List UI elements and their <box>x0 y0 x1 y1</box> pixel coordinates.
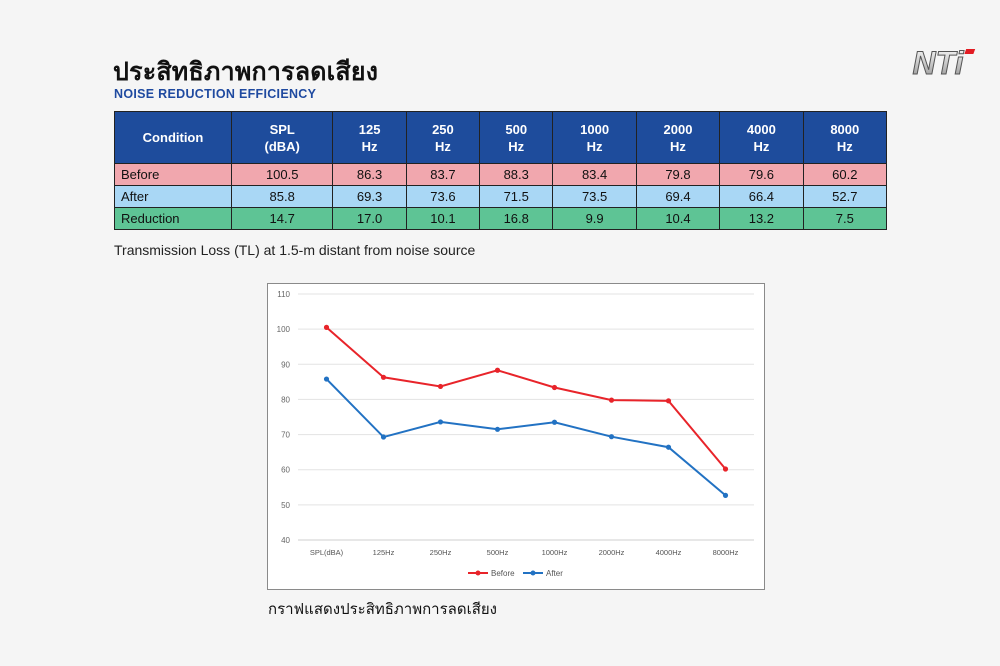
table-row-before: Before 100.5 86.3 83.7 88.3 83.4 79.8 79… <box>114 163 888 186</box>
header-500hz: 500 Hz <box>479 111 554 164</box>
table-row-after: After 85.8 69.3 73.6 71.5 73.5 69.4 66.4… <box>114 185 888 208</box>
x-tick-label: SPL(dBA) <box>310 548 344 557</box>
data-point-after <box>722 492 729 498</box>
legend-swatch-marker <box>530 570 536 576</box>
table-cell: 66.4 <box>719 185 804 208</box>
page-title-thai: ประสิทธิภาพการลดเสียง <box>113 57 379 86</box>
data-point-before <box>380 374 387 380</box>
table-cell: 69.3 <box>332 185 407 208</box>
header-250hz: 250 Hz <box>405 111 481 164</box>
x-tick-label: 125Hz <box>373 548 395 557</box>
table-row-reduction: Reduction 14.7 17.0 10.1 16.8 9.9 10.4 1… <box>114 207 888 230</box>
table-cell: 16.8 <box>479 207 554 230</box>
table-cell: 83.4 <box>552 163 637 186</box>
line-chart-container: 40 50 60 70 80 90 100 110 SPL(dBA) 125Hz 250Hz 500H… <box>267 283 765 590</box>
data-point-before <box>323 324 330 330</box>
data-point-after <box>437 419 444 425</box>
table-cell: 9.9 <box>552 207 637 230</box>
y-tick-label: 60 <box>281 466 290 475</box>
y-tick-label: 100 <box>277 325 291 334</box>
data-point-before <box>722 466 729 472</box>
series-line-after <box>325 378 727 497</box>
x-tick-label: 500Hz <box>487 548 509 557</box>
data-point-before <box>551 384 558 391</box>
y-tick-label: 70 <box>281 431 290 440</box>
table-cell: 100.5 <box>230 163 334 186</box>
data-point-after <box>323 376 330 382</box>
y-tick-label: 90 <box>281 360 290 369</box>
table-cell: 83.7 <box>405 163 481 186</box>
noise-reduction-table: Condition SPL (dBA) 125 Hz 250 Hz 500 Hz 100… <box>114 111 888 230</box>
table-cell: 60.2 <box>802 163 888 186</box>
y-tick-label: 40 <box>281 536 290 545</box>
table-cell: 7.5 <box>802 207 888 230</box>
table-cell: 88.3 <box>479 163 554 186</box>
header-1000hz: 1000 Hz <box>552 111 637 164</box>
x-tick-label: 4000Hz <box>656 548 682 557</box>
table-cell: 73.6 <box>405 185 481 208</box>
table-header-row: Condition SPL (dBA) 125 Hz 250 Hz 500 Hz 100… <box>114 111 888 164</box>
data-point-before <box>437 383 444 390</box>
header-125hz: 125 Hz <box>332 111 407 164</box>
table-cell: 13.2 <box>719 207 804 230</box>
table-cell: 85.8 <box>230 185 334 208</box>
table-cell: 71.5 <box>479 185 554 208</box>
header-spl: SPL (dBA) <box>230 111 334 164</box>
y-tick-label: 80 <box>281 395 290 404</box>
header-4000hz: 4000 Hz <box>719 111 804 164</box>
table-cell: 14.7 <box>230 207 334 230</box>
data-point-after <box>665 444 672 450</box>
table-cell: 79.8 <box>635 163 721 186</box>
x-tick-label: 250Hz <box>430 548 452 557</box>
table-cell: 79.6 <box>719 163 804 186</box>
x-tick-label: 2000Hz <box>599 548 625 557</box>
header-2000hz: 2000 Hz <box>635 111 721 164</box>
data-point-before <box>608 397 615 403</box>
table-cell: 10.1 <box>405 207 481 230</box>
table-cell: 10.4 <box>635 207 721 230</box>
data-point-after <box>551 419 558 425</box>
x-tick-label: 8000Hz <box>713 548 739 557</box>
data-point-after <box>608 434 615 440</box>
row-label: Before <box>114 163 232 186</box>
table-cell: 52.7 <box>802 185 888 208</box>
table-cell: 17.0 <box>332 207 407 230</box>
data-point-before <box>494 367 501 373</box>
data-point-after <box>380 434 387 440</box>
x-tick-label: 1000Hz <box>542 548 568 557</box>
y-tick-label: 50 <box>281 501 290 510</box>
logo-red-accent <box>964 49 976 54</box>
legend-swatch-marker <box>475 570 481 576</box>
table-cell: 69.4 <box>635 185 721 208</box>
line-chart: 40 50 60 70 80 90 100 110 SPL(dBA) 125Hz 250Hz 500H… <box>277 290 754 578</box>
legend-label-after: After <box>546 569 563 578</box>
y-tick-label: 110 <box>277 290 290 299</box>
chart-caption: กราฟแสดงประสิทธิภาพการลดเสียง <box>268 600 497 618</box>
nti-logo: NTi <box>912 45 976 82</box>
logo-text: NTi <box>913 45 965 81</box>
data-point-after <box>494 426 501 432</box>
table-cell: 86.3 <box>332 163 407 186</box>
row-label: Reduction <box>114 207 232 230</box>
data-point-before <box>665 398 672 404</box>
legend-label-before: Before <box>491 569 515 578</box>
header-8000hz: 8000 Hz <box>802 111 888 164</box>
page-subtitle-english: NOISE REDUCTION EFFICIENCY <box>114 87 317 101</box>
series-line-before <box>325 326 727 470</box>
header-condition: Condition <box>114 111 232 164</box>
table-cell: 73.5 <box>552 185 637 208</box>
row-label: After <box>114 185 232 208</box>
table-caption: Transmission Loss (TL) at 1.5-m distant … <box>114 242 476 258</box>
